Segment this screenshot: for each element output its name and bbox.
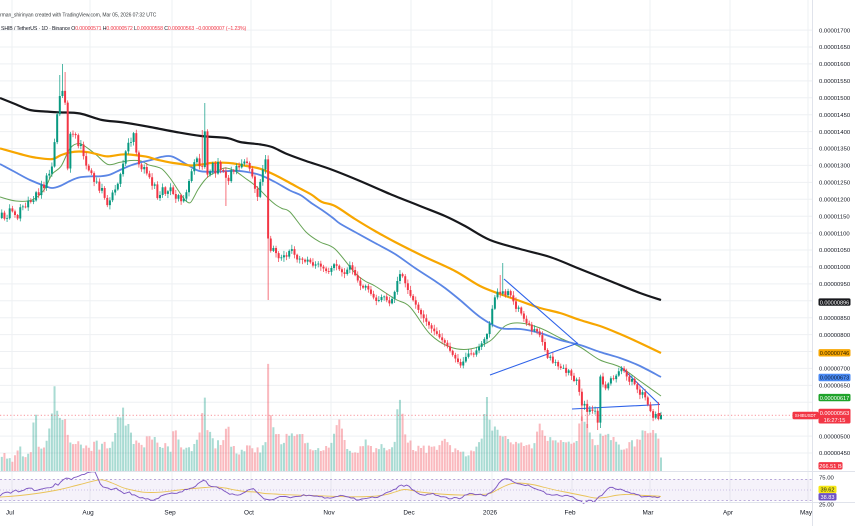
- svg-text:0.00001350: 0.00001350: [819, 147, 851, 153]
- svg-text:0.00001550: 0.00001550: [819, 79, 851, 85]
- svg-text:SHIBUSDT: SHIBUSDT: [795, 413, 817, 418]
- svg-text:0.00001500: 0.00001500: [819, 96, 851, 102]
- svg-text:0.00000800: 0.00000800: [819, 333, 851, 339]
- svg-text:0.00000450: 0.00000450: [819, 451, 851, 457]
- svg-text:0.00001050: 0.00001050: [819, 248, 851, 254]
- svg-text:39.62: 39.62: [821, 488, 835, 494]
- svg-text:0.00000650: 0.00000650: [819, 384, 851, 390]
- svg-text:0.00001650: 0.00001650: [819, 45, 851, 51]
- svg-text:SHIB / TetherUS · 1D · Binance: SHIB / TetherUS · 1D · Binance O0.000005…: [1, 26, 247, 32]
- svg-text:0.00001250: 0.00001250: [819, 181, 851, 187]
- svg-text:16:27:15: 16:27:15: [824, 418, 846, 424]
- svg-text:0.00000700: 0.00000700: [819, 367, 851, 373]
- svg-text:0.00000850: 0.00000850: [819, 316, 851, 322]
- svg-text:0.00000617: 0.00000617: [820, 396, 850, 402]
- svg-text:2026: 2026: [483, 510, 498, 517]
- svg-text:Mar: Mar: [642, 510, 654, 517]
- svg-text:Dec: Dec: [403, 510, 415, 517]
- svg-text:0.00001300: 0.00001300: [819, 164, 851, 170]
- svg-text:Feb: Feb: [564, 510, 575, 517]
- svg-text:0.00000673: 0.00000673: [820, 376, 850, 382]
- svg-text:Sep: Sep: [164, 510, 176, 517]
- svg-text:rman_shirinyan created with Tr: rman_shirinyan created with TradingView.…: [0, 13, 157, 19]
- svg-text:0.00000500: 0.00000500: [819, 434, 851, 440]
- svg-text:Nov: Nov: [323, 510, 335, 517]
- svg-text:May: May: [800, 510, 813, 517]
- svg-text:Oct: Oct: [244, 510, 254, 517]
- svg-text:25.00: 25.00: [819, 503, 834, 509]
- svg-text:0.00001400: 0.00001400: [819, 130, 851, 136]
- svg-text:0.00000896: 0.00000896: [820, 300, 850, 306]
- svg-text:0.00001700: 0.00001700: [819, 28, 851, 34]
- svg-text:38.83: 38.83: [821, 495, 835, 501]
- svg-text:0.00001450: 0.00001450: [819, 113, 851, 119]
- svg-text:0.00000563: 0.00000563: [820, 411, 850, 417]
- svg-text:0.00001200: 0.00001200: [819, 198, 851, 204]
- svg-text:0.00001600: 0.00001600: [819, 62, 851, 68]
- svg-text:Aug: Aug: [82, 510, 94, 517]
- svg-text:0.00001150: 0.00001150: [819, 214, 850, 220]
- svg-text:Jul: Jul: [6, 510, 14, 517]
- svg-text:266.51 B: 266.51 B: [819, 464, 842, 470]
- svg-text:0.00000950: 0.00000950: [819, 282, 851, 288]
- svg-text:0.00000746: 0.00000746: [820, 351, 850, 357]
- svg-text:Apr: Apr: [723, 510, 734, 517]
- svg-text:0.00001100: 0.00001100: [819, 231, 850, 237]
- svg-text:0.00001000: 0.00001000: [819, 265, 851, 271]
- svg-text:75.00: 75.00: [819, 476, 834, 482]
